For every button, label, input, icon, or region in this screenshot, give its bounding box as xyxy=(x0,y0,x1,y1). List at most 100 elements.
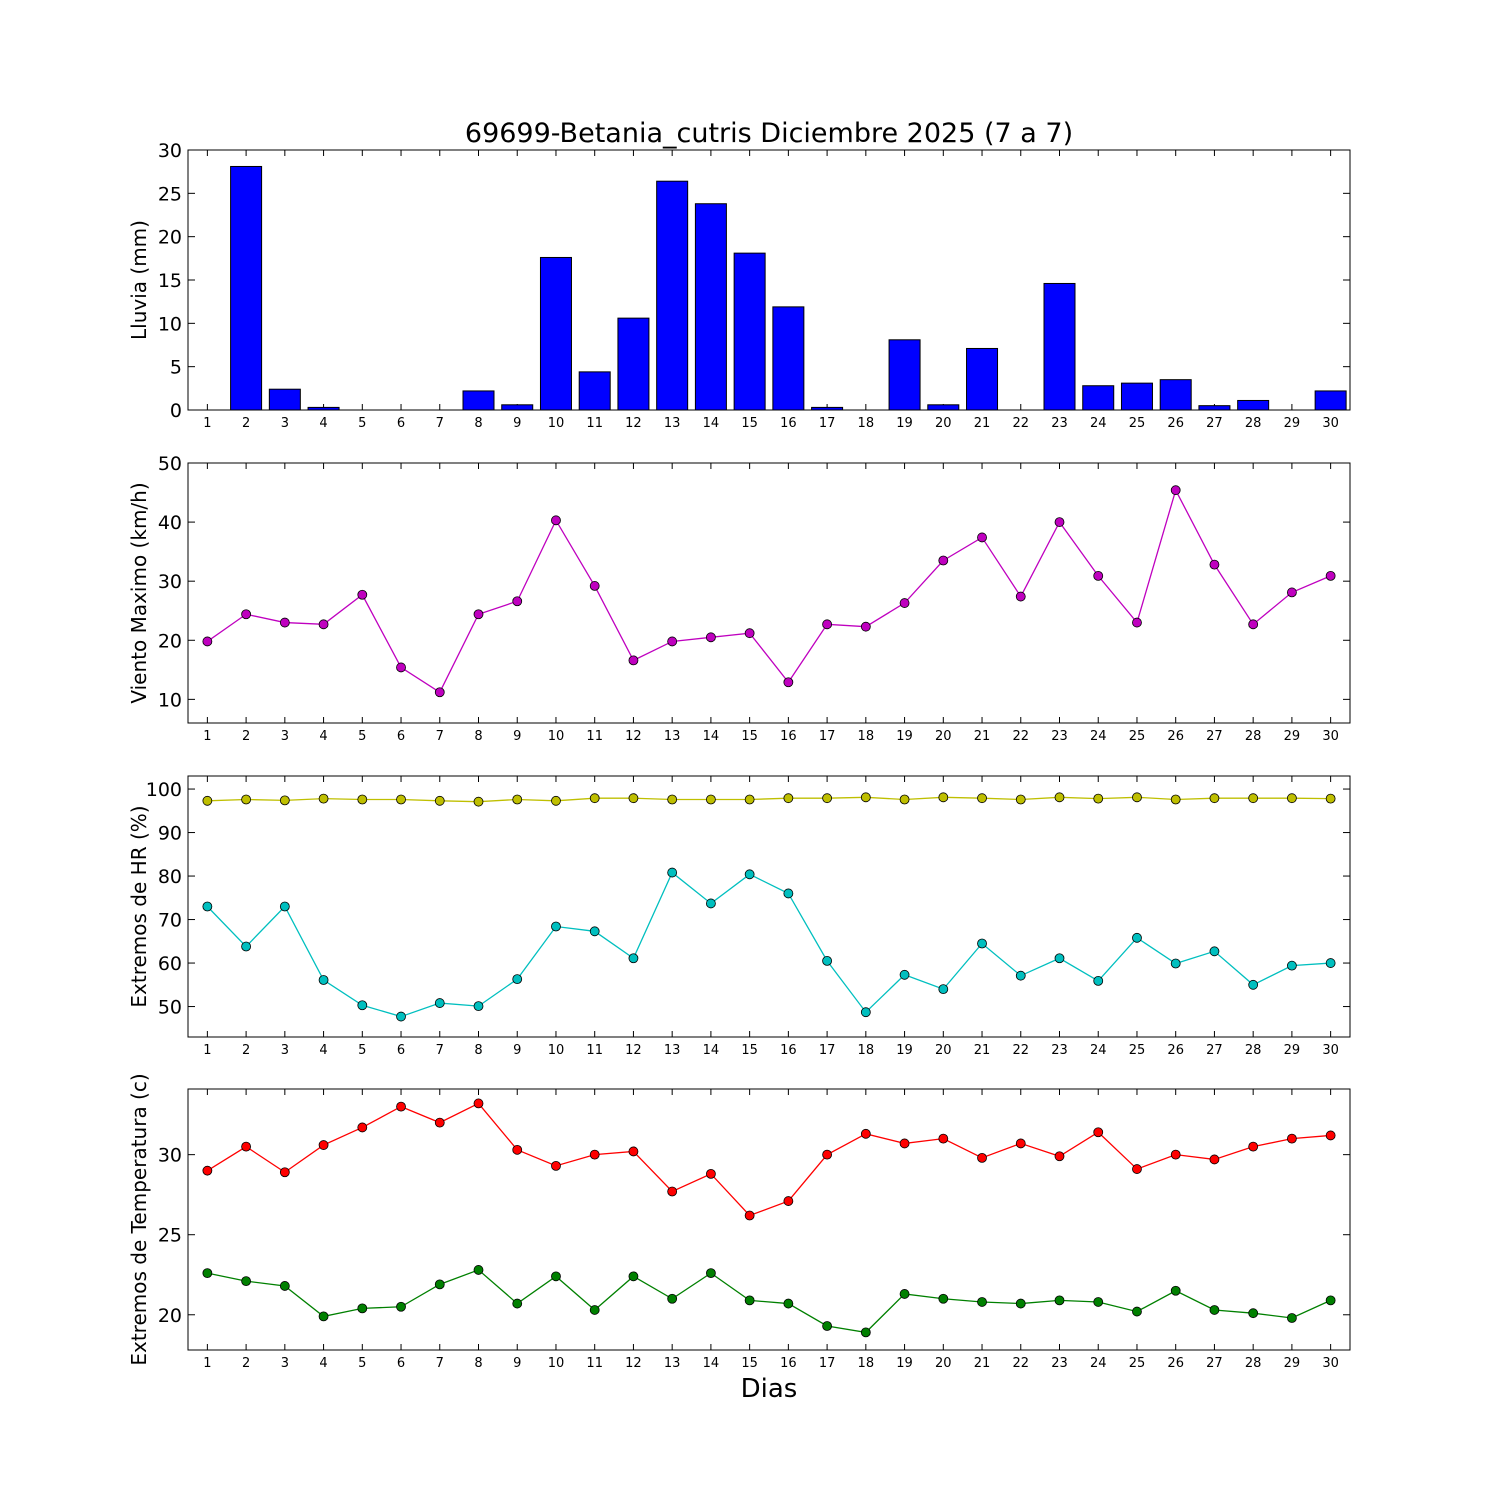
x-tick-label: 14 xyxy=(703,1043,720,1058)
y-tick-label: 20 xyxy=(158,630,182,652)
x-tick-label: 23 xyxy=(1051,729,1068,744)
x-tick-label: 24 xyxy=(1090,729,1107,744)
x-tick-label: 2 xyxy=(242,1043,250,1058)
data-point xyxy=(744,1295,755,1306)
data-point xyxy=(1054,1295,1065,1306)
rain-bar xyxy=(1314,390,1347,411)
data-point xyxy=(1015,591,1026,602)
x-tick-label: 16 xyxy=(780,729,797,744)
data-point xyxy=(279,1167,290,1178)
data-point xyxy=(860,1128,871,1139)
rain-bar xyxy=(307,406,340,411)
x-tick-label: 8 xyxy=(474,1356,482,1371)
x-tick-label: 16 xyxy=(780,1356,797,1371)
y-tick-label: 20 xyxy=(158,1305,182,1327)
y-tick-label: 20 xyxy=(158,227,182,249)
data-point xyxy=(1248,1141,1259,1152)
x-tick-label: 27 xyxy=(1206,729,1223,744)
data-point xyxy=(938,984,949,995)
x-tick-label: 30 xyxy=(1322,1043,1339,1058)
y-tick-label: 40 xyxy=(158,512,182,534)
x-tick-label: 25 xyxy=(1129,416,1146,431)
x-tick-label: 7 xyxy=(436,416,444,431)
rain-bar xyxy=(539,256,572,411)
x-tick-label: 17 xyxy=(819,416,836,431)
x-tick-label: 15 xyxy=(741,416,758,431)
data-point xyxy=(1325,1295,1336,1306)
x-tick-label: 1 xyxy=(203,729,211,744)
data-point xyxy=(434,687,445,698)
data-point xyxy=(241,1141,252,1152)
x-tick-label: 29 xyxy=(1284,1043,1301,1058)
data-point xyxy=(202,636,213,647)
x-tick-label: 20 xyxy=(935,1356,952,1371)
data-point xyxy=(1093,793,1104,804)
x-tick-label: 9 xyxy=(513,416,521,431)
x-tick-label: 29 xyxy=(1284,416,1301,431)
data-point xyxy=(1248,619,1259,630)
data-point xyxy=(1054,1151,1065,1162)
data-point xyxy=(241,941,252,952)
rain-bar xyxy=(1159,379,1192,411)
data-point xyxy=(899,598,910,608)
rain-bar xyxy=(927,404,960,411)
data-point xyxy=(512,1144,523,1155)
data-point xyxy=(822,1321,832,1331)
series-line xyxy=(206,871,1331,1018)
x-tick-label: 14 xyxy=(703,416,720,431)
data-point xyxy=(899,1138,910,1149)
rain-bar xyxy=(268,388,301,411)
data-point xyxy=(1209,1154,1220,1165)
x-tick-label: 1 xyxy=(203,1356,211,1371)
y-axis-label: Extremos de HR (%) xyxy=(127,805,151,1007)
x-tick-label: 18 xyxy=(858,1356,875,1371)
data-point xyxy=(202,1268,213,1279)
x-tick-label: 26 xyxy=(1167,729,1184,744)
x-tick-label: 4 xyxy=(319,1356,327,1371)
rain-bar xyxy=(733,252,766,411)
x-tick-label: 12 xyxy=(625,416,642,431)
x-tick-label: 30 xyxy=(1322,1356,1339,1371)
x-tick-label: 10 xyxy=(548,1043,565,1058)
x-tick-label: 15 xyxy=(741,1043,758,1058)
data-point xyxy=(279,1281,290,1291)
data-point xyxy=(977,1152,987,1163)
data-point xyxy=(318,975,329,985)
x-tick-label: 25 xyxy=(1129,1356,1146,1371)
x-tick-label: 25 xyxy=(1129,729,1146,744)
rain-bar xyxy=(1082,385,1115,411)
data-point xyxy=(783,677,794,688)
data-point xyxy=(706,632,716,643)
x-tick-label: 22 xyxy=(1012,1043,1029,1058)
x-tick-label: 9 xyxy=(513,1043,521,1058)
data-point xyxy=(241,609,252,620)
x-tick-label: 9 xyxy=(513,729,521,744)
data-point xyxy=(938,1293,949,1304)
x-tick-label: 28 xyxy=(1245,416,1262,431)
data-point xyxy=(473,1098,484,1109)
data-point xyxy=(551,515,561,526)
data-point xyxy=(1132,932,1142,943)
data-point xyxy=(744,628,755,639)
rain-bar xyxy=(617,317,650,411)
series-line xyxy=(207,1102,1331,1217)
data-point xyxy=(1093,1297,1104,1307)
data-point xyxy=(473,1265,484,1275)
data-point xyxy=(1132,1306,1142,1317)
x-tick-label: 30 xyxy=(1322,416,1339,431)
data-point xyxy=(1287,1133,1297,1144)
data-point xyxy=(357,1122,368,1133)
data-point xyxy=(434,1279,445,1290)
rain-bar xyxy=(230,165,263,411)
data-point xyxy=(551,1271,561,1282)
x-tick-label: 23 xyxy=(1051,416,1068,431)
x-tick-label: 2 xyxy=(242,416,250,431)
x-tick-label: 26 xyxy=(1167,1356,1184,1371)
data-point xyxy=(589,1149,600,1160)
x-tick-label: 28 xyxy=(1245,1043,1262,1058)
data-point xyxy=(396,662,406,673)
x-tick-label: 11 xyxy=(586,1043,603,1058)
data-point xyxy=(1209,946,1220,957)
data-point xyxy=(822,619,832,630)
data-point xyxy=(551,921,561,932)
